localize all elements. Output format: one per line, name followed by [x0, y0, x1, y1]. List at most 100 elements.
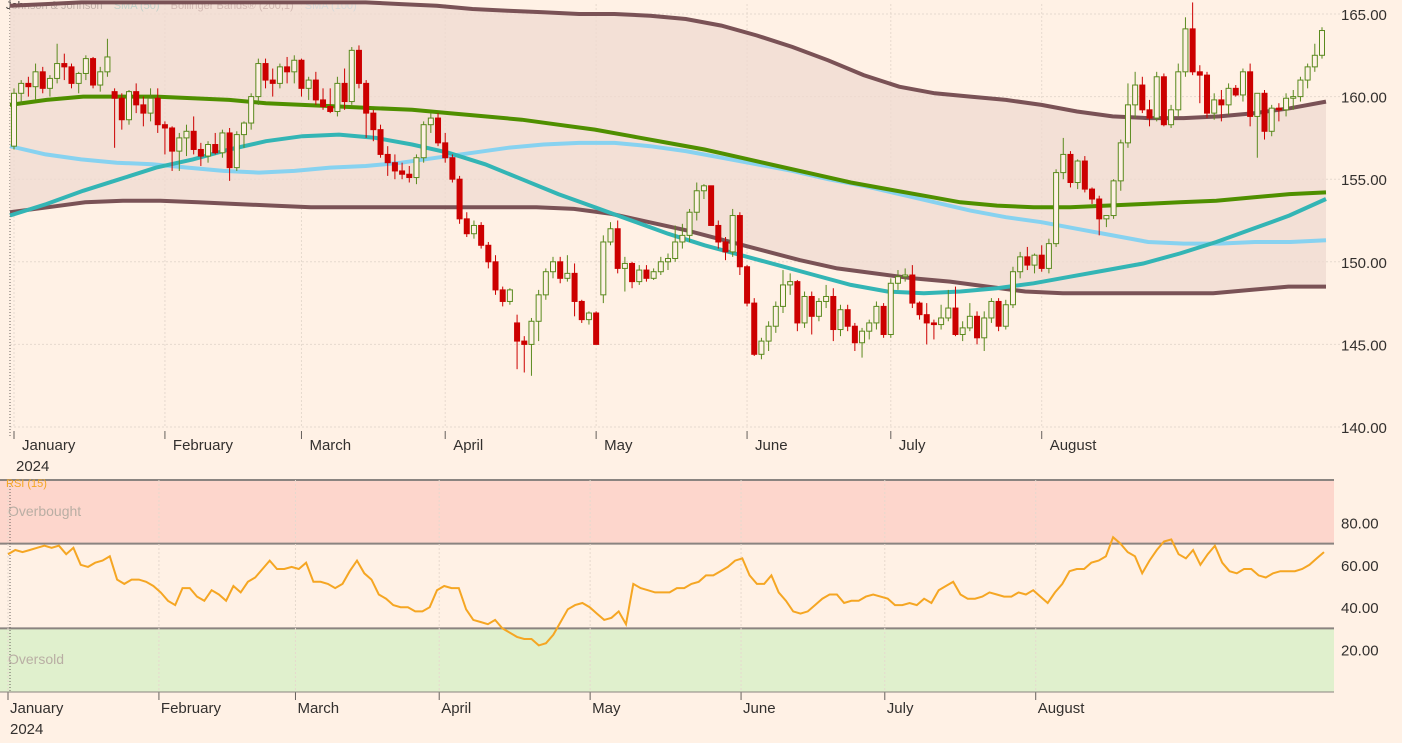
candle-up	[248, 96, 255, 124]
bollinger-middle-line	[9, 94, 1327, 210]
candle-down	[269, 79, 276, 84]
candle-up	[1304, 66, 1311, 81]
candle-up	[1168, 109, 1175, 126]
price-month-label: February	[173, 437, 234, 454]
candle-up	[902, 274, 909, 278]
rsi-legend: RSI (15)	[6, 478, 47, 490]
candle-down	[327, 106, 334, 112]
candle-up	[1132, 84, 1139, 106]
candle-down	[341, 82, 348, 103]
candle-up	[801, 295, 808, 324]
candle-down	[478, 224, 485, 246]
candle-up	[334, 82, 341, 112]
rsi-tick-label: 20.00	[1341, 643, 1379, 660]
candle-down	[736, 215, 743, 268]
candle-down	[111, 91, 118, 99]
oversold-label: Oversold	[8, 651, 64, 667]
candle-up	[988, 300, 995, 319]
candle-down	[262, 63, 269, 81]
candle-up	[506, 289, 513, 302]
candle-down	[154, 97, 161, 126]
rsi-tick-label: 60.00	[1341, 558, 1379, 575]
candle-up	[1031, 254, 1038, 266]
bollinger-upper-line	[9, 0, 1327, 121]
candle-down	[25, 82, 32, 88]
candle-up	[183, 130, 190, 139]
candle-down	[1189, 28, 1196, 73]
candle-up	[859, 330, 866, 344]
price-tick-label: 155.00	[1341, 172, 1387, 189]
candle-down	[1218, 99, 1225, 106]
candle-down	[514, 322, 521, 342]
candle-down	[355, 49, 362, 84]
candle-up	[1045, 243, 1052, 269]
candle-up	[1110, 180, 1117, 217]
candle-down	[1038, 254, 1045, 269]
candle-down	[399, 170, 406, 175]
candle-up	[1290, 96, 1297, 99]
candle-down	[463, 218, 470, 235]
candle-down	[61, 63, 68, 68]
candle-down	[578, 300, 585, 321]
candle-down	[909, 274, 916, 304]
candle-down	[212, 144, 219, 154]
candle-down	[930, 322, 937, 326]
candle-down	[844, 309, 851, 327]
candle-up	[1319, 30, 1325, 56]
candle-down	[133, 91, 140, 106]
candle-down	[492, 261, 499, 291]
candle-up	[1311, 54, 1318, 68]
candle-down	[140, 104, 147, 114]
candle-up	[600, 241, 607, 296]
candle-up	[550, 261, 557, 273]
rsi-month-label: April	[441, 700, 471, 717]
candle-down	[370, 112, 377, 131]
candle-up	[686, 211, 693, 236]
candle-down	[851, 325, 858, 344]
candle-up	[837, 309, 844, 331]
candle-up	[255, 63, 262, 98]
candle-up	[528, 320, 535, 345]
candle-up	[959, 327, 966, 335]
candle-down	[521, 340, 528, 345]
candle-down	[808, 295, 815, 317]
candle-up	[205, 144, 212, 157]
candle-up	[779, 284, 786, 307]
candle-up	[1175, 71, 1182, 111]
candle-up	[233, 134, 240, 169]
candle-up	[873, 305, 880, 324]
rsi-month-label: January	[10, 700, 64, 717]
candle-down	[485, 244, 492, 263]
candle-up	[470, 224, 477, 235]
candle-down	[830, 295, 837, 331]
candle-down	[499, 289, 506, 302]
candle-down	[1247, 71, 1254, 117]
candle-up	[823, 295, 830, 302]
candle-down	[1024, 256, 1031, 266]
candle-up	[147, 97, 154, 114]
oversold-zone	[0, 628, 1334, 692]
price-month-label: January	[22, 437, 76, 454]
candle-up	[665, 257, 671, 263]
candle-down	[1232, 87, 1239, 96]
candle-up	[1283, 97, 1290, 111]
candle-down	[916, 302, 923, 316]
bollinger-bands	[9, 0, 1327, 296]
candle-down	[722, 241, 729, 253]
candle-up	[758, 340, 765, 355]
candle-down	[435, 117, 442, 144]
candle-up	[894, 276, 901, 284]
candle-down	[880, 305, 887, 335]
candle-up	[1153, 76, 1160, 119]
candle-down	[794, 281, 801, 324]
candle-up	[679, 234, 686, 243]
candle-up	[1211, 99, 1218, 114]
candle-up	[32, 71, 39, 88]
candle-down	[923, 314, 930, 324]
candle-down	[284, 66, 291, 73]
candle-down	[643, 269, 650, 279]
price-month-label: April	[453, 437, 483, 454]
candle-down	[320, 99, 327, 108]
candle-down	[571, 272, 578, 302]
candle-down	[995, 300, 1002, 327]
